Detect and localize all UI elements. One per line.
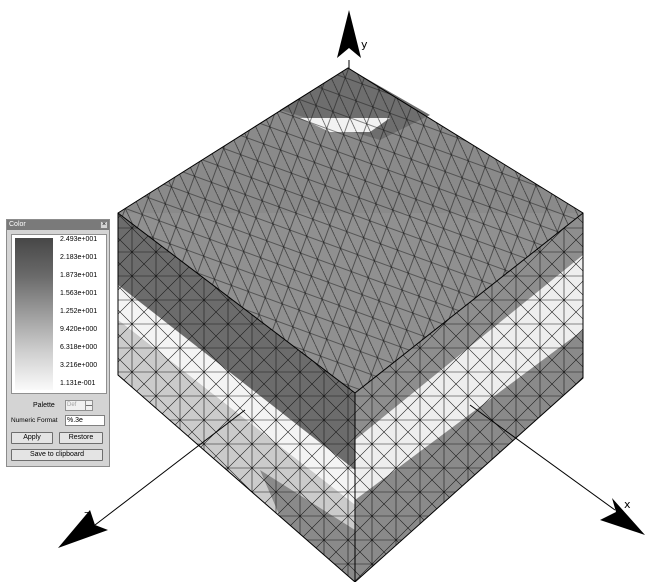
close-button[interactable]: × xyxy=(100,221,108,229)
legend-label: 1.252e+001 xyxy=(60,308,98,315)
legend-tick-labels: 2.493e+001 2.183e+001 1.873e+001 1.563e+… xyxy=(60,235,106,393)
legend-label: 1.131e-001 xyxy=(60,380,96,387)
numeric-format-input[interactable] xyxy=(65,415,105,426)
legend-label: 3.216e+000 xyxy=(60,362,98,369)
y-axis-label: y xyxy=(361,38,368,51)
color-legend-dialog: Color × 2.493e+001 2.183e+001 1.873e+001… xyxy=(6,219,110,467)
x-axis-arrowhead xyxy=(600,498,645,535)
restore-button[interactable]: Restore xyxy=(59,432,103,444)
cube-top-face xyxy=(118,68,583,393)
legend-label: 2.183e+001 xyxy=(60,254,98,261)
z-axis-arrowhead xyxy=(58,510,108,548)
cube-outline xyxy=(117,67,584,582)
apply-button[interactable]: Apply xyxy=(11,432,53,444)
cube-right-face xyxy=(355,213,583,582)
color-scale-bar xyxy=(15,238,53,390)
legend-label: 1.563e+001 xyxy=(60,290,98,297)
palette-select[interactable]: Def xyxy=(65,400,93,411)
legend-label: 1.873e+001 xyxy=(60,272,98,279)
legend-label: 2.493e+001 xyxy=(60,236,98,243)
palette-label: Palette xyxy=(33,402,55,409)
palette-select-value: Def xyxy=(67,402,77,408)
legend-label: 6.318e+000 xyxy=(60,344,98,351)
y-axis-arrowhead xyxy=(337,10,361,58)
spinner-icon[interactable] xyxy=(85,401,92,410)
x-axis-label: x xyxy=(624,498,631,511)
x-axis-line xyxy=(469,404,616,511)
cube-left-face xyxy=(118,213,355,582)
dialog-titlebar[interactable]: Color × xyxy=(7,220,109,230)
dialog-title: Color xyxy=(9,221,26,228)
z-axis-label: z xyxy=(84,508,90,521)
numeric-format-row: Numeric Format xyxy=(11,415,107,427)
numeric-format-label: Numeric Format xyxy=(11,417,58,424)
z-axis-line xyxy=(94,409,246,526)
legend-label: 9.420e+000 xyxy=(60,326,98,333)
color-legend: 2.493e+001 2.183e+001 1.873e+001 1.563e+… xyxy=(11,234,107,394)
save-to-clipboard-button[interactable]: Save to clipboard xyxy=(11,449,103,461)
palette-row: Palette Def xyxy=(11,400,107,412)
close-icon: × xyxy=(101,221,107,228)
